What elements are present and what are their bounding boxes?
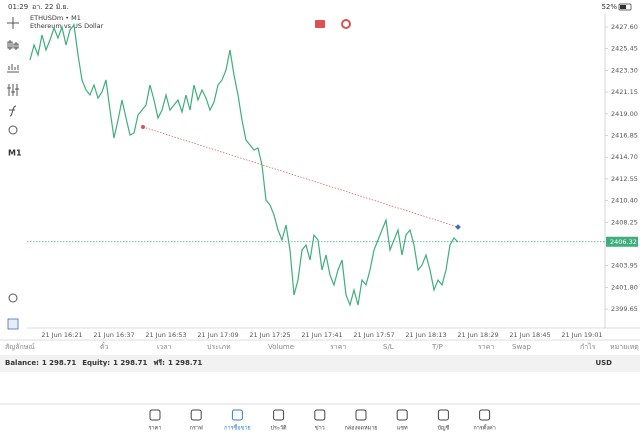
column-header: ตั๋ว <box>100 342 109 351</box>
x-tick-label: 21 Jun 17:25 <box>249 331 290 339</box>
account-label: ฟรี: <box>153 359 165 367</box>
x-tick-label: 21 Jun 17:41 <box>301 331 342 339</box>
nav-icon[interactable] <box>273 409 285 421</box>
account-value: 1 298.71 <box>113 359 147 367</box>
column-header: ราคา <box>478 343 494 351</box>
x-tick-label: 21 Jun 18:45 <box>509 331 550 339</box>
volume-tool[interactable] <box>7 64 19 73</box>
plot: 2427.60 2425.45 2423.30 2421.15 2419.00 2416.… <box>27 23 638 339</box>
battery-icon <box>618 3 632 11</box>
table-header: สัญลักษณ์ ตั๋ว เวลา ประเภท Volume ราคา S/L T/P ร… <box>5 342 639 351</box>
nav-icon[interactable] <box>396 409 408 421</box>
y-tick-label: 2399.65 <box>611 305 638 313</box>
crosshair-tool[interactable] <box>7 17 19 29</box>
trendline-start <box>141 125 145 130</box>
account: Balance: 1 298.71 Equity: 1 298.71 ฟรี: 1 298… <box>5 359 202 367</box>
y-tick-label: 2423.30 <box>611 66 638 74</box>
x-tick-label: 21 Jun 17:09 <box>197 331 238 339</box>
price-line <box>29 23 459 307</box>
nav-label[interactable]: ราคา <box>149 426 162 432</box>
x-tick-label: 21 Jun 18:13 <box>405 331 446 339</box>
nav-icon[interactable] <box>314 409 326 421</box>
nav-icon[interactable] <box>355 409 367 421</box>
nav-label[interactable]: กล่องจดหมาย <box>344 426 377 432</box>
battery-level <box>620 5 626 9</box>
nav-icon[interactable] <box>437 409 449 421</box>
y-tick-label: 2414.70 <box>611 153 638 161</box>
column-header: เวลา <box>157 343 172 351</box>
one-click-icon[interactable] <box>315 20 325 28</box>
account-value: 1 298.71 <box>42 359 76 367</box>
x-tick-label: 21 Jun 17:57 <box>353 331 394 339</box>
nav-label[interactable]: บัญชี <box>437 425 449 432</box>
column-header: ประเภท <box>207 343 231 351</box>
chart-title: ETHUSDm • M1 <box>30 14 81 22</box>
x-tick-label: 21 Jun 16:37 <box>93 331 134 339</box>
current-price-box <box>606 236 638 247</box>
bottom-nav: ราคา กราฟ การซื้อขาย ประวัติ ข่าว กล่องจดหมาย… <box>149 409 496 432</box>
trendline <box>142 126 459 228</box>
column-header: Volume <box>268 343 294 351</box>
column-header: T/P <box>431 343 443 351</box>
x-tick-label: 21 Jun 16:21 <box>41 331 82 339</box>
timeframe[interactable]: M1 <box>8 149 22 158</box>
account-label: Equity: <box>82 359 110 367</box>
left-toolbar <box>7 17 19 303</box>
indicators-tool[interactable] <box>7 84 19 96</box>
x-tick-label: 21 Jun 19:01 <box>561 331 602 339</box>
y-tick-label: 2427.60 <box>611 23 638 31</box>
trade-tool[interactable] <box>7 318 19 330</box>
account-label: Balance: <box>5 359 39 367</box>
column-header: สัญลักษณ์ <box>5 343 35 351</box>
nav-icon[interactable] <box>149 409 161 421</box>
x-tick-label: 21 Jun 18:29 <box>457 331 498 339</box>
column-header: S/L <box>383 343 394 351</box>
nav-label[interactable]: แชท <box>397 425 408 432</box>
candles-tool[interactable] <box>7 40 19 50</box>
function-tool[interactable] <box>9 105 17 117</box>
y-tick-label: 2403.95 <box>611 262 638 270</box>
column-header: หมายเหตุ <box>610 343 639 351</box>
column-header: Swap <box>512 343 531 351</box>
trendline-end <box>455 224 461 230</box>
nav-label[interactable]: กราฟ <box>190 425 203 432</box>
nav-icon[interactable] <box>190 409 202 421</box>
y-tick-label: 2421.15 <box>611 88 638 96</box>
shapes-tool[interactable] <box>8 125 18 135</box>
zoom-tool[interactable] <box>8 293 18 303</box>
y-tick-label: 2408.25 <box>611 218 638 226</box>
status-date: อา. 22 มิ.ย. <box>32 3 69 11</box>
column-header: กำไร <box>580 342 596 351</box>
chart-icon[interactable] <box>341 19 351 29</box>
nav-label[interactable]: ประวัติ <box>271 425 287 432</box>
currency: USD <box>595 359 612 367</box>
current-price-label: 2406.32 <box>610 238 637 246</box>
y-tick-label: 2401.80 <box>611 283 638 291</box>
y-tick-label: 2416.85 <box>611 131 638 139</box>
nav-icon[interactable] <box>231 409 243 421</box>
y-tick-label: 2419.00 <box>611 110 638 118</box>
nav-label[interactable]: การซื้อขาย <box>224 424 250 432</box>
status-time: 01:29 <box>8 3 28 11</box>
balance-row <box>0 355 640 372</box>
status-battery: 52% <box>601 3 617 11</box>
nav-label[interactable]: การตั้งค่า <box>473 424 495 432</box>
nav-label[interactable]: ข่าว <box>315 426 325 432</box>
y-tick-label: 2412.55 <box>611 175 638 183</box>
column-header: ราคา <box>330 343 346 351</box>
y-tick-label: 2410.40 <box>611 197 638 205</box>
y-tick-label: 2425.45 <box>611 45 638 53</box>
account-value: 1 298.71 <box>168 359 202 367</box>
chart-subtitle: Ethereum vs US Dollar <box>30 22 104 30</box>
nav-icon[interactable] <box>479 409 491 421</box>
x-tick-label: 21 Jun 16:53 <box>145 331 186 339</box>
